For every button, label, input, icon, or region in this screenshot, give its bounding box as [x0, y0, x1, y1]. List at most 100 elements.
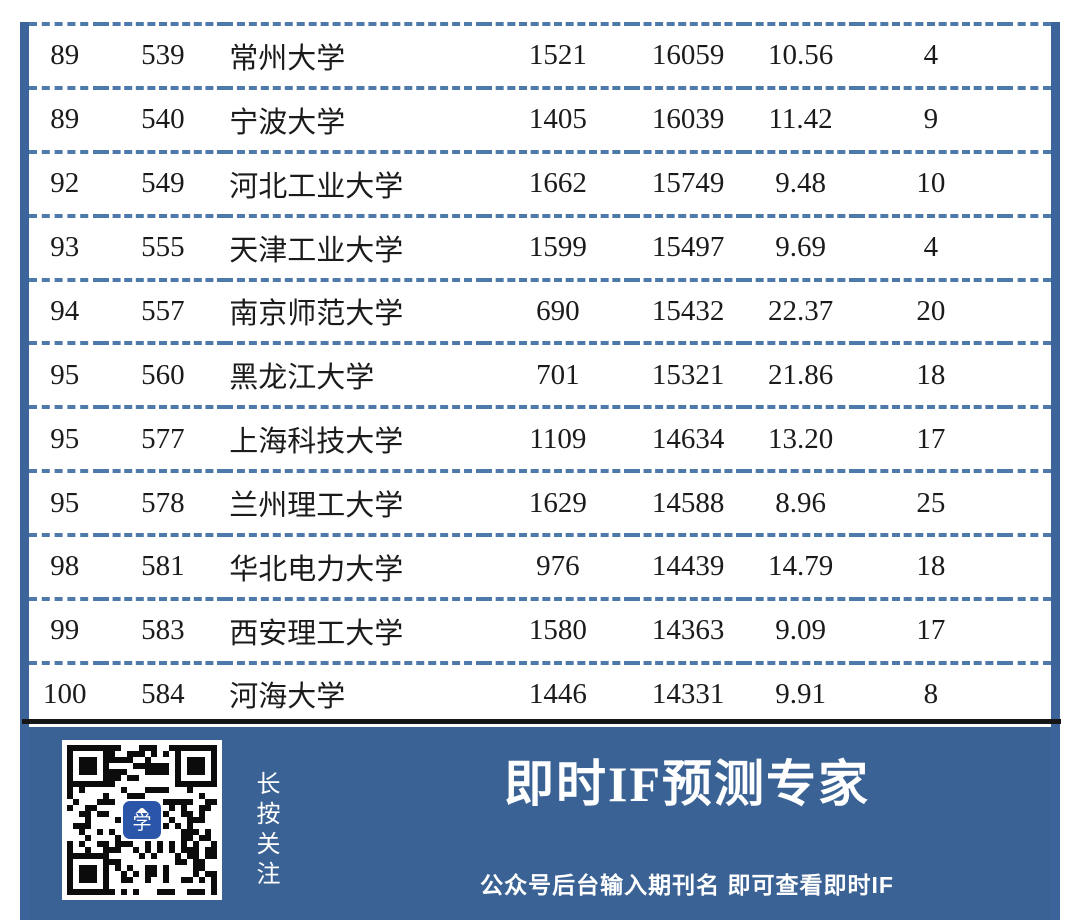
cell-rank2: 583	[100, 596, 226, 663]
cell-rank2: 540	[100, 85, 226, 152]
cell-rank2: 560	[100, 341, 226, 408]
cell-col5: 14331	[631, 660, 745, 724]
cell-rank2: 584	[100, 660, 226, 724]
table-row: 89 540 宁波大学 1405 16039 11.42 9	[29, 85, 1051, 152]
cell-rank: 89	[29, 85, 101, 152]
cell-rank: 89	[29, 22, 101, 88]
table-right-border	[1051, 22, 1060, 920]
footer-slogan: 即时IF预测专家 公众号后台输入期刊名 即可查看即时IF	[283, 727, 1051, 900]
row-spacer	[1004, 277, 1051, 344]
cell-university: 西安理工大学	[225, 596, 484, 663]
table-row: 92 549 河北工业大学 1662 15749 9.48 10	[29, 149, 1051, 216]
footer-title: 即时IF预测专家	[504, 756, 870, 812]
table-row: 94 557 南京师范大学 690 15432 22.37 20	[29, 277, 1051, 344]
table-row: 93 555 天津工业大学 1599 15497 9.69 4	[29, 213, 1051, 280]
qr-pattern	[62, 740, 222, 900]
cell-col4: 690	[483, 277, 632, 344]
row-spacer	[1004, 660, 1051, 724]
cell-rank2: 578	[100, 469, 226, 535]
cell-col4: 1405	[483, 85, 632, 152]
cell-col4: 1629	[483, 469, 632, 535]
cell-col6: 10.56	[744, 22, 857, 88]
cell-rank: 95	[29, 469, 101, 535]
cell-rank: 95	[29, 405, 101, 472]
table-bottom-line	[22, 719, 1061, 724]
footer-banner: 学 长按关注 即时IF预测专家 公众号后台输入期刊名 即可查看即时IF	[29, 727, 1051, 920]
cell-university: 常州大学	[225, 22, 484, 88]
row-spacer	[1004, 149, 1051, 216]
cell-university: 黑龙江大学	[225, 341, 484, 408]
cell-col5: 14363	[631, 596, 745, 663]
cell-col6: 9.91	[744, 660, 857, 724]
table-row: 89 539 常州大学 1521 16059 10.56 4	[29, 22, 1051, 88]
cell-col5: 15321	[631, 341, 745, 408]
table-row: 95 578 兰州理工大学 1629 14588 8.96 25	[29, 469, 1051, 535]
row-spacer	[1004, 469, 1051, 535]
table-row: 100 584 河海大学 1446 14331 9.91 8	[29, 660, 1051, 724]
cell-col7: 25	[856, 469, 1005, 535]
cell-col7: 8	[856, 660, 1005, 724]
cell-col7: 20	[856, 277, 1005, 344]
cell-col4: 1446	[483, 660, 632, 724]
cell-university: 河北工业大学	[225, 149, 484, 216]
cell-rank: 92	[29, 149, 101, 216]
cell-rank: 100	[29, 660, 101, 724]
rank-table-body: 89 539 常州大学 1521 16059 10.56 4 89 540 宁波大学 1405 160…	[29, 22, 1051, 724]
cell-rank2: 577	[100, 405, 226, 472]
cell-col5: 16059	[631, 22, 745, 88]
cell-col6: 8.96	[744, 469, 857, 535]
cell-col6: 22.37	[744, 277, 857, 344]
cell-col5: 16039	[631, 85, 745, 152]
cell-col4: 701	[483, 341, 632, 408]
cell-col6: 21.86	[744, 341, 857, 408]
qr-logo: 学	[121, 799, 163, 841]
row-spacer	[1004, 341, 1051, 408]
cell-university: 华北电力大学	[225, 533, 484, 599]
cell-col5: 15432	[631, 277, 745, 344]
table-row: 99 583 西安理工大学 1580 14363 9.09 17	[29, 596, 1051, 663]
cell-col7: 10	[856, 149, 1005, 216]
cell-university: 河海大学	[225, 660, 484, 724]
footer-subtitle: 公众号后台输入期刊名 即可查看即时IF	[480, 872, 894, 898]
cell-col7: 17	[856, 405, 1005, 472]
cell-rank2: 557	[100, 277, 226, 344]
cell-col7: 18	[856, 533, 1005, 599]
cell-col4: 976	[483, 533, 632, 599]
qr-logo-char: 学	[132, 812, 152, 834]
cell-rank2: 581	[100, 533, 226, 599]
cell-rank: 94	[29, 277, 101, 344]
cell-col6: 13.20	[744, 405, 857, 472]
row-spacer	[1004, 85, 1051, 152]
cell-col5: 14588	[631, 469, 745, 535]
cell-col7: 4	[856, 22, 1005, 88]
cell-col6: 9.48	[744, 149, 857, 216]
cell-col7: 17	[856, 596, 1005, 663]
row-spacer	[1004, 22, 1051, 88]
cell-rank2: 539	[100, 22, 226, 88]
cell-university: 南京师范大学	[225, 277, 484, 344]
cell-col4: 1580	[483, 596, 632, 663]
cell-university: 上海科技大学	[225, 405, 484, 472]
cell-rank: 99	[29, 596, 101, 663]
row-spacer	[1004, 213, 1051, 280]
cell-rank2: 555	[100, 213, 226, 280]
table-row: 95 577 上海科技大学 1109 14634 13.20 17	[29, 405, 1051, 472]
cell-university: 兰州理工大学	[225, 469, 484, 535]
row-spacer	[1004, 405, 1051, 472]
table-left-border	[20, 22, 29, 920]
cell-university: 天津工业大学	[225, 213, 484, 280]
cell-col5: 15749	[631, 149, 745, 216]
cell-col4: 1599	[483, 213, 632, 280]
cell-col4: 1662	[483, 149, 632, 216]
cell-col7: 18	[856, 341, 1005, 408]
cell-rank: 93	[29, 213, 101, 280]
university-ranking-table: 89 539 常州大学 1521 16059 10.56 4 89 540 宁波大学 1405 160…	[29, 22, 1051, 724]
cell-col7: 4	[856, 213, 1005, 280]
table-row: 98 581 华北电力大学 976 14439 14.79 18	[29, 533, 1051, 599]
cell-rank: 98	[29, 533, 101, 599]
table-row: 95 560 黑龙江大学 701 15321 21.86 18	[29, 341, 1051, 408]
cell-col6: 14.79	[744, 533, 857, 599]
graduation-cap-icon	[136, 807, 148, 813]
cell-university: 宁波大学	[225, 85, 484, 152]
